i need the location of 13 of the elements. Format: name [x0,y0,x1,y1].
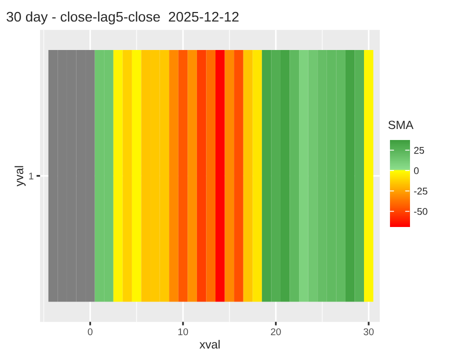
x-tick-label: 20 [270,328,281,336]
y-axis-title: yval [14,166,26,186]
chart-title: 30 day - close-lag5-close 2025-12-12 [6,11,239,24]
y-tick-label: 1 [29,172,34,180]
color-bar-label: 0 [414,167,419,174]
x-tick-label: 0 [88,328,92,336]
color-bar-label: -25 [414,188,428,195]
color-bar-label: 25 [414,146,424,154]
color-bar-label: -50 [414,208,428,215]
x-axis-title: xval [200,340,220,349]
x-tick-label: 30 [364,328,374,336]
x-tick-label: 10 [178,328,188,336]
legend-title: SMA [388,120,414,130]
